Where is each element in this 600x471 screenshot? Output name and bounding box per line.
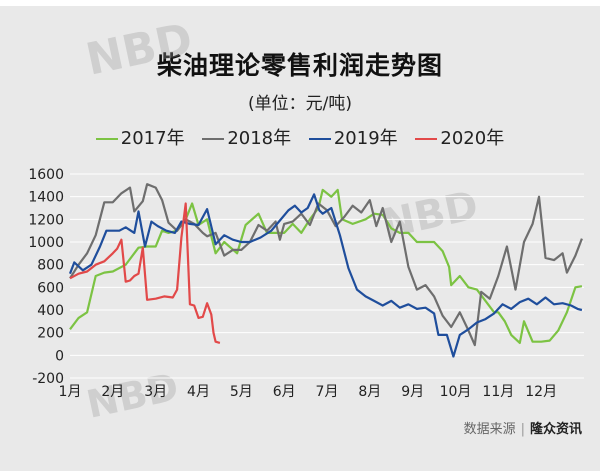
legend-label-2020: 2020年 xyxy=(440,128,505,149)
series-line-2020 xyxy=(69,202,221,344)
x-tick-label: 7月 xyxy=(316,384,339,400)
legend-swatch-2020 xyxy=(415,138,438,140)
y-tick-label: 400 xyxy=(37,303,64,319)
x-tick-label: 4月 xyxy=(187,384,210,400)
y-tick-label: -200 xyxy=(32,371,64,387)
legend: 2017年 2018年 2019年 2020年 xyxy=(0,124,600,150)
legend-label-2018: 2018年 xyxy=(227,128,292,149)
x-tick-label: 1月 xyxy=(59,384,82,400)
y-tick-label: 0 xyxy=(55,348,64,364)
legend-item-2018: 2018年 xyxy=(202,124,291,150)
y-tick-label: 600 xyxy=(37,280,64,296)
x-tick-label: 5月 xyxy=(230,384,253,400)
y-tick-label: 1400 xyxy=(28,190,64,206)
legend-item-2019: 2019年 xyxy=(308,124,398,150)
y-tick-label: 1200 xyxy=(28,212,64,228)
chart-title: 柴油理论零售利润走势图 xyxy=(156,51,443,80)
legend-label-2017: 2017年 xyxy=(120,128,185,149)
source-separator: | xyxy=(520,422,525,437)
x-tick-labels: 1月 2月 3月 4月 5月 6月 7月 8月 9月 10月 11月 12月 xyxy=(59,384,558,400)
watermark-1: NBD xyxy=(82,14,197,86)
x-tick-label: 10月 xyxy=(440,384,472,400)
top-rule xyxy=(0,0,600,6)
legend-swatch-2018 xyxy=(202,138,225,140)
x-tick-label: 6月 xyxy=(273,384,296,400)
x-tick-label: 3月 xyxy=(144,384,167,400)
y-tick-label: 1000 xyxy=(28,235,64,251)
series-line-2018 xyxy=(69,183,583,347)
legend-item-2020: 2020年 xyxy=(415,124,504,150)
legend-swatch-2019 xyxy=(308,138,331,140)
legend-swatch-2017 xyxy=(95,138,118,140)
x-tick-label: 8月 xyxy=(358,384,381,400)
x-tick-label: 2月 xyxy=(101,384,124,400)
y-tick-label: 200 xyxy=(37,326,64,342)
watermark-3: NBD xyxy=(83,365,182,427)
y-tick-label: 1600 xyxy=(28,167,64,183)
x-tick-label: 9月 xyxy=(401,384,424,400)
y-tick-labels: -200 0 200 400 600 800 1000 1200 1400 1600 xyxy=(28,167,64,387)
source-label: 数据来源 xyxy=(463,422,516,437)
x-tick-label: 12月 xyxy=(525,384,557,400)
unit-label: (单位：元/吨) xyxy=(248,94,352,114)
series-lines xyxy=(68,183,583,358)
legend-item-2017: 2017年 xyxy=(95,124,185,150)
series-line-2017 xyxy=(69,188,583,344)
grid-lines xyxy=(70,173,584,379)
x-tick-label: 11月 xyxy=(482,384,514,400)
source-credit: 数据来源 | 隆众资讯 xyxy=(464,418,582,437)
legend-label-2019: 2019年 xyxy=(333,128,398,149)
y-tick-label: 800 xyxy=(37,258,64,274)
source-brand: 隆众资讯 xyxy=(529,422,582,437)
series-line-2019 xyxy=(68,193,583,358)
